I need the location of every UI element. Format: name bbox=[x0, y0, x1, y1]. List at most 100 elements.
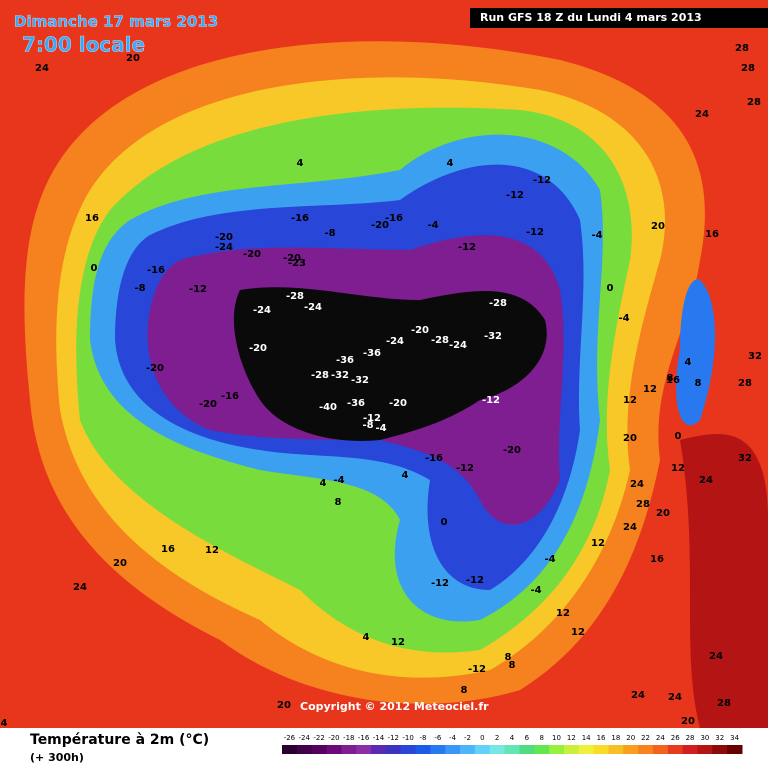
contour-label: 0 bbox=[607, 283, 614, 294]
contour-label: 24 bbox=[709, 651, 723, 662]
contour-label: 32 bbox=[738, 453, 752, 464]
contour-label: 8 bbox=[695, 378, 702, 389]
contour-label: -16 bbox=[147, 265, 165, 276]
contour-label: 20 bbox=[656, 508, 670, 519]
colorbar-tick-label: -10 bbox=[402, 734, 413, 742]
contour-label: -24 bbox=[304, 302, 322, 313]
contour-label: -32 bbox=[484, 331, 502, 342]
contour-label: -28 bbox=[286, 291, 304, 302]
contour-label: -20 bbox=[146, 363, 164, 374]
contour-label: -24 bbox=[215, 242, 233, 253]
contour-label: -4 bbox=[530, 585, 541, 596]
colorbar-tick-label: -4 bbox=[449, 734, 457, 742]
contour-label: 8 bbox=[461, 685, 468, 696]
colorbar-tick-label: -8 bbox=[419, 734, 426, 742]
colorbar-swatch bbox=[534, 745, 550, 754]
contour-label: 20 bbox=[277, 700, 291, 711]
colorbar-swatch bbox=[667, 745, 684, 754]
colorbar-swatch bbox=[356, 745, 372, 754]
contour-label: 28 bbox=[717, 698, 731, 709]
colorbar-tick-label: 12 bbox=[567, 734, 576, 742]
contour-label: 8 bbox=[335, 497, 342, 508]
footer-lead: (+ 300h) bbox=[30, 751, 84, 764]
contour-label: -16 bbox=[291, 213, 309, 224]
colorbar-swatch bbox=[652, 745, 669, 754]
contour-label: 12 bbox=[205, 545, 219, 556]
contour-label: -32 bbox=[351, 375, 369, 386]
colorbar-tick-label: -26 bbox=[284, 734, 296, 742]
colorbar-swatch bbox=[697, 745, 713, 754]
contour-label: -24 bbox=[253, 305, 271, 316]
run: Run GFS 18 Z du Lundi 4 mars 2013 bbox=[480, 11, 702, 24]
contour-label: 4 bbox=[685, 357, 692, 368]
colorbar: -26 -24 -22 -20 -18 -16 -14 -12 -10 -8 -6 -4 -2 0 2 4 6 8… bbox=[282, 734, 743, 754]
colorbar-swatch bbox=[623, 745, 639, 754]
colorbar-swatch bbox=[578, 745, 595, 754]
contour-label: -36 bbox=[347, 398, 365, 409]
contour-label: 16 bbox=[666, 375, 680, 386]
contour-label: 20 bbox=[651, 221, 665, 232]
contour-label: 4 bbox=[320, 478, 327, 489]
colorbar-swatch bbox=[282, 745, 298, 754]
contour-label: 28 bbox=[738, 378, 752, 389]
colorbar-swatch bbox=[430, 745, 446, 754]
contour-label: 20 bbox=[126, 53, 140, 64]
colorbar-tick-label: 24 bbox=[656, 734, 665, 742]
contour-label: -4 bbox=[375, 423, 386, 434]
contour-label: -20 bbox=[243, 249, 261, 260]
contour-label: -12 bbox=[506, 190, 524, 201]
contour-label: 4 bbox=[363, 632, 370, 643]
contour-label: 12 bbox=[591, 538, 605, 549]
colorbar-tick-label: 28 bbox=[686, 734, 695, 742]
colorbar-tick-label: 6 bbox=[525, 734, 530, 742]
contour-label: -16 bbox=[385, 213, 403, 224]
colorbar-swatch bbox=[563, 745, 580, 754]
contour-label: -4 bbox=[591, 230, 602, 241]
contour-label: -28 bbox=[431, 335, 449, 346]
colorbar-tick-label: -6 bbox=[434, 734, 442, 742]
contour-label: -16 bbox=[425, 453, 443, 464]
contour-label: 4 bbox=[1, 718, 8, 729]
time: 7:00 locale bbox=[22, 33, 145, 57]
colorbar-tick-label: 14 bbox=[582, 734, 591, 742]
colorbar-tick-label: 16 bbox=[597, 734, 606, 742]
contour-label: 32 bbox=[748, 351, 762, 362]
colorbar-swatch bbox=[638, 745, 654, 754]
contour-label: 8 bbox=[667, 373, 674, 384]
run-box bbox=[470, 8, 768, 28]
zone-darkred bbox=[680, 433, 768, 728]
contour-label: -4 bbox=[427, 220, 438, 231]
contour-label: -20 bbox=[503, 445, 521, 456]
colorbar-swatch bbox=[296, 745, 313, 754]
contour-label: 20 bbox=[681, 716, 695, 727]
contour-label: -20 bbox=[199, 399, 217, 410]
contour-label: -12 bbox=[431, 578, 449, 589]
contour-label: 24 bbox=[699, 475, 713, 486]
colorbar-swatch bbox=[682, 745, 698, 754]
colorbar-swatch bbox=[341, 745, 357, 754]
contour-label: 0 bbox=[675, 431, 682, 442]
contour-label: 8 bbox=[509, 660, 516, 671]
contour-label: -12 bbox=[526, 227, 544, 238]
contour-label: -36 bbox=[363, 348, 381, 359]
contour-label: 12 bbox=[556, 608, 570, 619]
contour-label: -12 bbox=[533, 175, 551, 186]
colorbar-swatch bbox=[593, 745, 609, 754]
contour-label: -4 bbox=[618, 313, 629, 324]
contour-label: 12 bbox=[671, 463, 685, 474]
colorbar-swatch bbox=[460, 745, 476, 754]
contour-label: 24 bbox=[695, 109, 709, 120]
zone-blue-east bbox=[676, 279, 715, 426]
contour-label: 24 bbox=[668, 692, 682, 703]
colorbar-swatch bbox=[385, 745, 402, 754]
colorbar-swatch bbox=[445, 745, 461, 754]
colorbar-tick-label: -14 bbox=[373, 734, 385, 742]
contour-label: 24 bbox=[623, 522, 637, 533]
colorbar-tick-label: 18 bbox=[611, 734, 620, 742]
colorbar-tick-label: 34 bbox=[730, 734, 739, 742]
colorbar-swatch bbox=[504, 745, 520, 754]
contour-label: 8 bbox=[505, 652, 512, 663]
